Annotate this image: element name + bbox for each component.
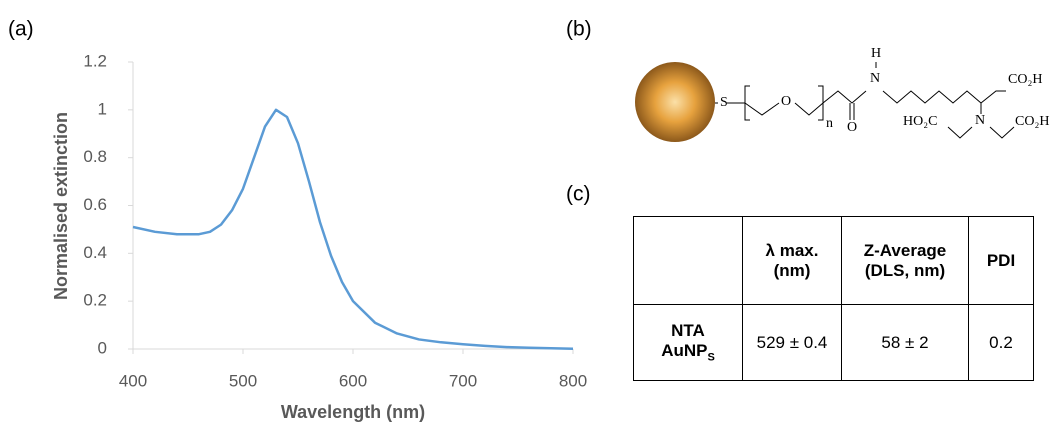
x-tick-label: 600: [339, 371, 367, 390]
table-header: PDI: [969, 217, 1034, 305]
y-tick-label: 0.8: [83, 147, 107, 166]
x-tick-label: 700: [449, 371, 477, 390]
x-tick-label: 500: [229, 371, 257, 390]
atom: CO₂H: [1015, 114, 1049, 129]
panel-label: (b): [566, 18, 592, 41]
table-cell: 58 ± 2: [842, 305, 969, 381]
y-tick-label: 1.2: [83, 51, 107, 70]
table-header: Z-Average (DLS, nm): [842, 217, 969, 305]
row-label-subscript: S: [707, 352, 714, 364]
row-label-text: NTA: [671, 321, 705, 340]
x-tick-label: 800: [559, 371, 587, 390]
atom: S: [720, 95, 728, 110]
atom: CO₂H: [1008, 72, 1042, 87]
y-tick-label: 0.6: [83, 195, 107, 214]
bonds: [715, 62, 1014, 138]
y-tick-label: 0.4: [83, 243, 107, 262]
atom: O: [781, 94, 791, 109]
table-corner: [634, 217, 743, 305]
y-axis-label: Normalised extinction: [51, 112, 71, 300]
table-cell: 0.2: [969, 305, 1034, 381]
y-tick-label: 1: [98, 99, 107, 118]
molecule: [635, 62, 1014, 142]
atom: H: [871, 46, 881, 61]
atom: HO₂C: [903, 114, 937, 129]
y-tick-label: 0: [98, 338, 107, 357]
panel-label: (a): [8, 18, 34, 41]
table-cell: 529 ± 0.4: [743, 305, 842, 381]
atom: N: [870, 71, 880, 86]
panel-label: (c): [566, 183, 591, 206]
atom: N: [975, 113, 985, 128]
page: (a) (b) (c) Wavelength (nm) Normalised e…: [0, 0, 1061, 432]
y-tick-label: 0.2: [83, 291, 107, 310]
x-axis-label: Wavelength (nm): [281, 402, 425, 422]
row-label-text: AuNP: [661, 341, 707, 360]
table-header: λ max. (nm): [743, 217, 842, 305]
nanoparticle: [635, 62, 715, 142]
atom: O: [847, 120, 857, 135]
atom: n: [826, 116, 833, 131]
x-tick-label: 400: [119, 371, 147, 390]
spectrum-line: [133, 110, 573, 349]
